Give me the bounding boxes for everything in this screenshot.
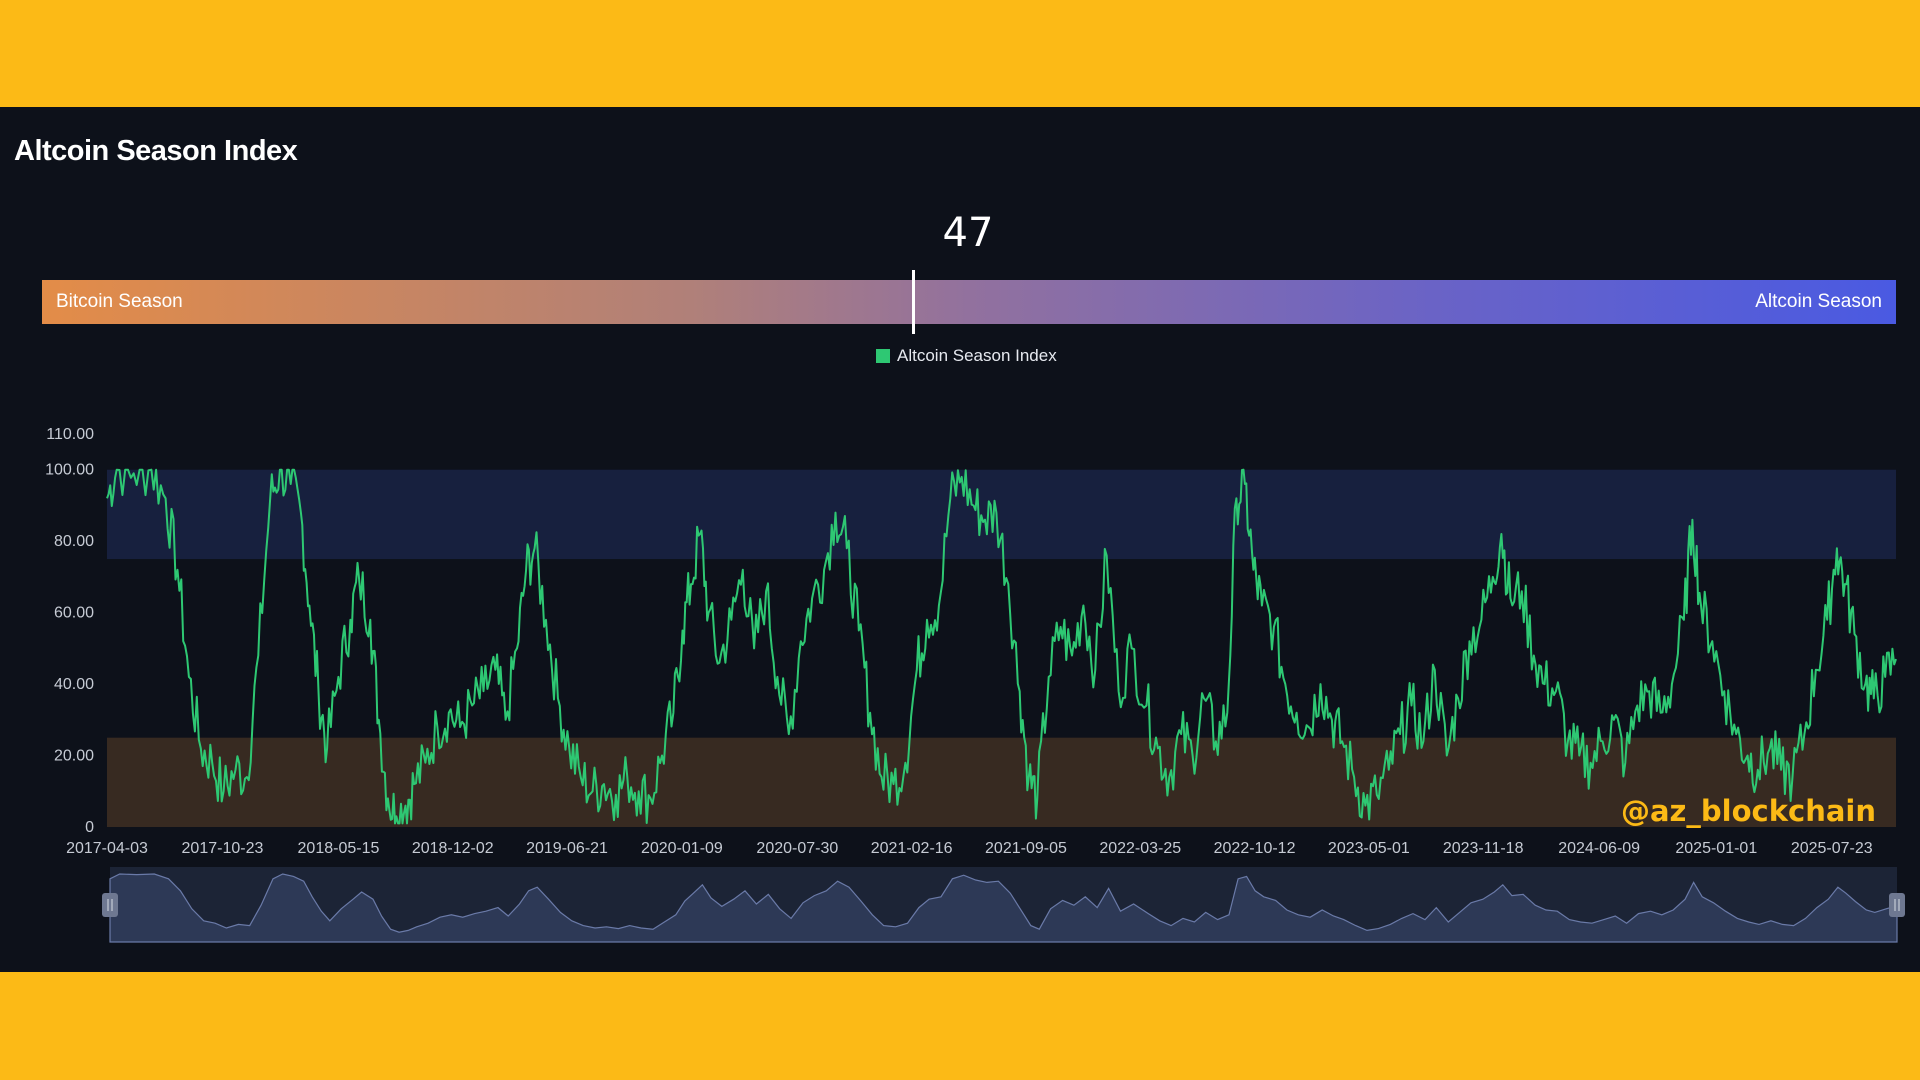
y-tick-label: 100.00 bbox=[45, 462, 94, 479]
y-tick-label: 60.00 bbox=[54, 605, 94, 622]
x-tick-label: 2017-04-03 bbox=[66, 840, 148, 857]
chart-panel: Altcoin Season Index 47 Bitcoin Season A… bbox=[0, 107, 1920, 972]
watermark-text: @az_blockchain bbox=[1620, 794, 1876, 828]
x-tick-label: 2019-06-21 bbox=[526, 840, 608, 857]
current-index-value: 47 bbox=[942, 210, 994, 256]
altcoin-season-label: Altcoin Season bbox=[1755, 291, 1882, 312]
x-tick-label: 2025-07-23 bbox=[1791, 840, 1873, 857]
y-tick-label: 110.00 bbox=[46, 426, 94, 443]
x-tick-label: 2020-07-30 bbox=[756, 840, 838, 857]
y-tick-label: 80.00 bbox=[54, 533, 94, 550]
x-tick-label: 2018-05-15 bbox=[298, 840, 380, 857]
y-tick-label: 40.00 bbox=[54, 676, 94, 693]
page-title: Altcoin Season Index bbox=[14, 135, 298, 167]
x-tick-label: 2023-11-18 bbox=[1443, 840, 1524, 857]
x-tick-label: 2018-12-02 bbox=[412, 840, 494, 857]
current-value-marker bbox=[912, 270, 915, 334]
x-tick-label: 2022-03-25 bbox=[1099, 840, 1181, 857]
x-tick-label: 2017-10-23 bbox=[182, 840, 264, 857]
x-tick-label: 2023-05-01 bbox=[1328, 840, 1410, 857]
bitcoin-season-label: Bitcoin Season bbox=[56, 291, 183, 312]
x-tick-label: 2021-09-05 bbox=[985, 840, 1067, 857]
x-tick-label: 2022-10-12 bbox=[1214, 840, 1296, 857]
altcoin-season-zone bbox=[107, 469, 1896, 560]
x-tick-label: 2021-02-16 bbox=[871, 840, 953, 857]
navigator-right-handle[interactable] bbox=[1889, 893, 1905, 917]
x-tick-label: 2025-01-01 bbox=[1675, 840, 1757, 857]
altcoin-season-index-line bbox=[106, 468, 1897, 825]
legend-label: Altcoin Season Index bbox=[897, 346, 1057, 365]
season-gradient-bar: Bitcoin Season Altcoin Season bbox=[42, 280, 1896, 324]
legend-swatch bbox=[876, 349, 890, 363]
navigator-area bbox=[109, 873, 1898, 943]
x-tick-label: 2024-06-09 bbox=[1558, 840, 1640, 857]
chart-legend[interactable]: Altcoin Season Index bbox=[876, 345, 1057, 367]
navigator-left-handle[interactable] bbox=[102, 893, 118, 917]
line-chart[interactable]: 110.00 100.00 80.00 60.00 40.00 20.00 0 2017-0… bbox=[0, 107, 1920, 972]
y-tick-label: 20.00 bbox=[54, 748, 94, 765]
y-tick-label: 0 bbox=[85, 819, 94, 836]
x-tick-label: 2020-01-09 bbox=[641, 840, 723, 857]
